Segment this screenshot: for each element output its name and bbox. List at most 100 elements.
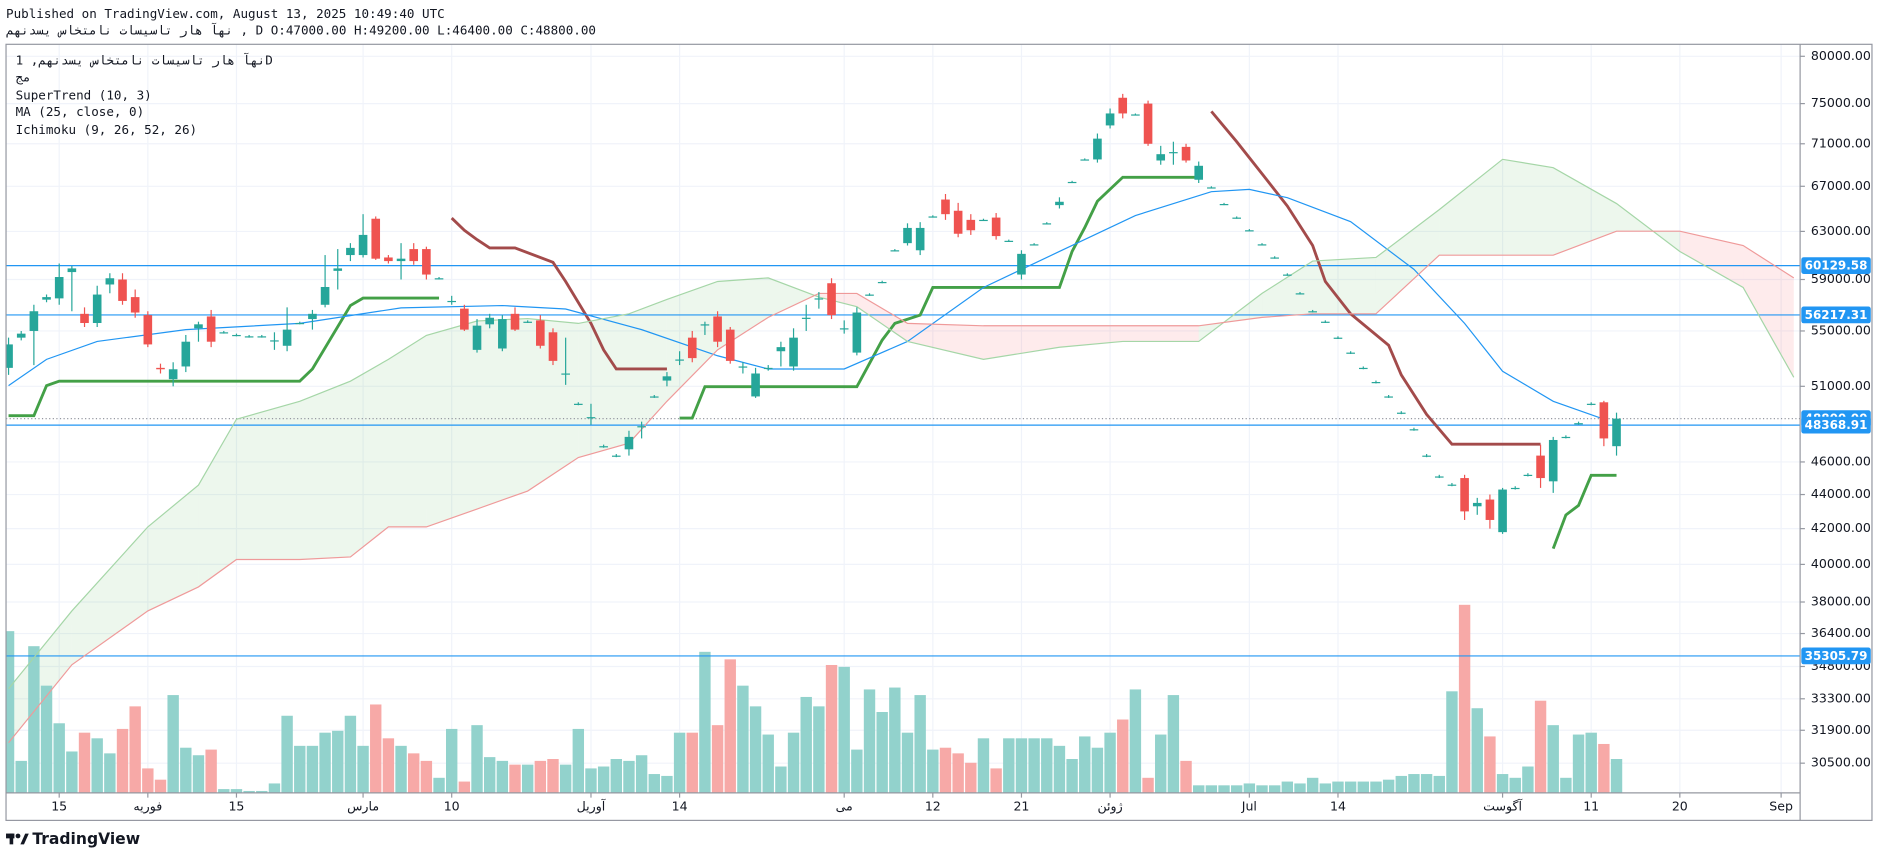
price-label: 60129.58 (1805, 259, 1868, 273)
candle-body (1270, 257, 1279, 259)
candle-body (1472, 502, 1482, 507)
x-tick-label: 14 (1330, 799, 1346, 814)
candle-body (92, 294, 102, 324)
x-tick-label: فوریه (133, 799, 162, 815)
candle-body (624, 436, 634, 450)
candle-body (1561, 436, 1571, 439)
volume-bar (635, 755, 648, 793)
volume-bar (1053, 745, 1066, 793)
volume-bar (1382, 779, 1395, 793)
candle-body (1422, 455, 1431, 457)
candle-body (1574, 423, 1583, 425)
volume-bar (78, 732, 91, 793)
candle-body (814, 298, 824, 300)
volume-bar (1534, 700, 1547, 793)
candle-body (1118, 97, 1128, 114)
volume-bar (395, 745, 407, 793)
volume-bar (1079, 736, 1091, 793)
volume-bar (1129, 689, 1142, 793)
candle-body (1169, 152, 1178, 154)
volume-bar (889, 687, 901, 793)
candle-body (1396, 412, 1406, 414)
y-tick-label: 55000.00 (1811, 322, 1871, 337)
candle-body (1599, 402, 1609, 439)
candle-body (789, 337, 798, 367)
volume-bar (205, 749, 217, 793)
volume-bar (66, 751, 78, 793)
volume-bar (28, 646, 40, 793)
candle-body (1536, 455, 1545, 479)
indicator-line (679, 175, 1199, 420)
candle-body (168, 369, 178, 380)
volume-bar (1522, 766, 1534, 793)
x-tick-label: 14 (672, 799, 688, 814)
volume-bar (1028, 738, 1040, 793)
candle-body (498, 319, 507, 349)
candle-body (219, 332, 229, 334)
candle-body (54, 277, 64, 299)
ichimoku-cloud (1743, 245, 1794, 378)
ichimoku-cloud (198, 419, 237, 587)
volume-bar (509, 764, 521, 793)
candle-body (1207, 187, 1216, 189)
candle-body (1447, 484, 1457, 486)
volume-bar (1256, 785, 1268, 793)
candle-body (687, 337, 697, 359)
candle-body (662, 376, 672, 381)
volume-bar (243, 790, 255, 793)
candle-body (396, 258, 406, 262)
candle-body (1358, 367, 1368, 370)
x-tick-label: مارس (347, 799, 379, 815)
volume-bar (521, 764, 534, 793)
volume-bar (990, 768, 1002, 793)
candle-body (1295, 293, 1305, 295)
price-label: 56217.31 (1805, 308, 1868, 322)
candle-body (1080, 159, 1090, 161)
candle-body (1257, 244, 1267, 246)
volume-bar (597, 766, 610, 793)
candle-body (333, 268, 343, 271)
volume-bar (1180, 760, 1192, 793)
volume-bar (1142, 777, 1154, 793)
volume-bar (863, 689, 876, 793)
candle-body (928, 216, 938, 218)
volume-bar (711, 725, 724, 793)
price-label-bg (1801, 306, 1871, 324)
volume-bar (1281, 781, 1294, 793)
volume-bar (1547, 725, 1559, 793)
volume-bar (344, 715, 357, 793)
x-tick-label: 21 (1013, 799, 1029, 814)
logo-shape (9, 833, 14, 845)
candle-body (156, 367, 165, 370)
volume-bar (1471, 708, 1483, 793)
ichimoku-cloud (907, 323, 984, 360)
candle-body (1612, 418, 1621, 447)
candle-body (130, 297, 140, 313)
volume-bar (256, 790, 268, 793)
volume-bar (1332, 781, 1344, 793)
ichimoku-cloud (768, 277, 819, 318)
candle-body (232, 334, 241, 337)
logo (6, 833, 29, 845)
candle-body (1523, 474, 1533, 477)
candle-body (523, 321, 532, 323)
volume-bar (1458, 604, 1471, 793)
y-tick-label: 63000.00 (1811, 223, 1871, 238)
candle-body (510, 313, 520, 330)
volume-bar (281, 715, 293, 793)
candle-body (991, 217, 1001, 237)
volume-bar (1243, 783, 1256, 793)
ichimoku-cloud (1312, 257, 1376, 314)
candle-body (1434, 476, 1444, 478)
candle-body (1156, 154, 1166, 161)
ichimoku-cloud (1375, 209, 1440, 314)
candle-body (1460, 478, 1469, 512)
ichimoku-cloud (426, 321, 478, 527)
candle-body (1105, 113, 1115, 126)
ichimoku-cloud (983, 325, 1060, 360)
logo-shape (15, 833, 21, 839)
candle-body (206, 316, 216, 342)
y-tick-label: 71000.00 (1811, 135, 1871, 150)
indicator-line (450, 216, 667, 371)
volume-bar (737, 685, 749, 793)
